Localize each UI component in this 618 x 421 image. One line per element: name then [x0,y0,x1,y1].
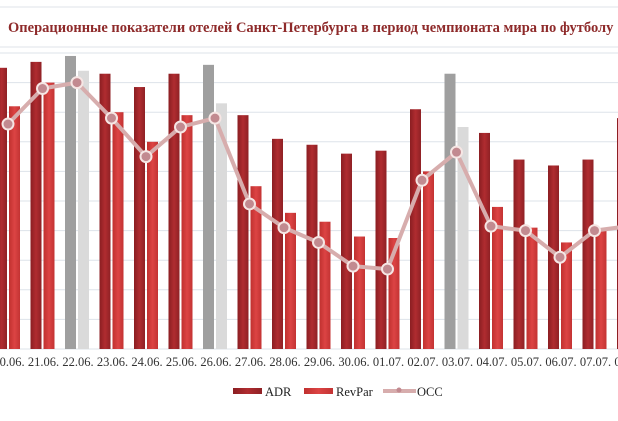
legend-revpar-label: RevPar [336,385,374,399]
bar-adr [375,150,387,349]
occ-point [105,111,118,125]
bar-revpar [457,127,469,349]
x-tick-label: 08.07. [614,355,618,369]
bar-revpar [43,82,55,349]
occ-point [312,235,325,249]
x-tick-label: 01.07. [373,355,404,369]
bar-revpar [285,212,296,349]
x-tick-label: 02.07. [407,355,438,369]
bar-revpar [423,171,434,349]
occ-point [484,219,498,233]
x-tick-label: 24.06. [131,355,162,369]
occ-series [1,76,618,276]
bar-revpar [492,206,503,349]
bar-revpar [595,230,607,349]
x-tick-label: 04.07. [476,355,507,369]
occ-point [415,173,429,187]
bar-adr [306,144,318,349]
occ-point [1,117,15,131]
legend: ADR RevPar OCC [233,385,443,399]
bar-adr [444,73,456,349]
occ-point [277,221,291,235]
occ-point [139,150,153,164]
bar-revpar [354,236,365,349]
occ-point [70,76,84,90]
bar-adr [272,138,283,349]
x-tick-label: 28.06. [269,355,300,369]
bar-revpar [319,221,331,349]
bar-revpar [216,103,227,349]
bar-adr [99,73,111,349]
bar-adr [582,159,594,349]
bar-revpar [250,186,262,349]
legend-adr-swatch [233,388,262,394]
bars [0,55,618,350]
bar-revpar [526,227,538,349]
occ-point [553,250,567,264]
bar-adr [30,61,42,349]
occ-point [208,111,222,125]
x-axis-labels: 20.06.21.06.22.06. 23.06.24.06. 25.06.26.0… [0,355,618,369]
occ-point [450,145,463,159]
x-tick-label: 22.06. [62,355,93,369]
bar-adr [168,73,180,349]
bar-adr [479,132,490,349]
x-tick-label: 23.06. [97,355,128,369]
x-tick-label: 07.07. [580,355,611,369]
bar-adr [134,87,145,349]
bar-revpar [78,70,89,349]
chart-title: Операционные показатели отелей Санкт-Пет… [8,20,614,36]
bar-revpar [9,106,20,349]
bar-adr [237,115,249,349]
bar-adr [65,55,76,350]
bar-adr [341,153,352,349]
x-tick-label: 25.06. [166,355,197,369]
x-tick-label: 21.06. [28,355,59,369]
bar-revpar [561,242,572,349]
occ-point [346,259,360,273]
occ-point [174,120,187,134]
x-tick-label: 27.06. [235,355,266,369]
x-tick-label: 26.06. [200,355,231,369]
occ-point [243,197,256,211]
occ-point [588,224,601,238]
bar-adr [0,67,7,350]
legend-occ-marker [396,387,402,393]
bar-adr [203,64,214,349]
x-tick-label: 30.06. [338,355,369,369]
occ-point [381,262,394,276]
x-tick-label: 06.07. [545,355,576,369]
bar-revpar [181,115,193,349]
x-tick-label: 20.06. [0,355,25,369]
legend-revpar-swatch [304,388,333,394]
bar-revpar [147,141,158,349]
x-tick-label: 03.07. [442,355,473,369]
occ-point [519,224,532,238]
bar-adr [513,159,525,349]
occ-point [36,82,49,96]
bar-revpar [388,238,400,349]
legend-adr-label: ADR [265,385,292,399]
bar-adr [410,109,421,350]
bar-revpar [112,112,124,349]
x-tick-label: 05.07. [511,355,542,369]
x-tick-label: 29.06. [304,355,335,369]
legend-occ-label: OCC [417,385,443,399]
